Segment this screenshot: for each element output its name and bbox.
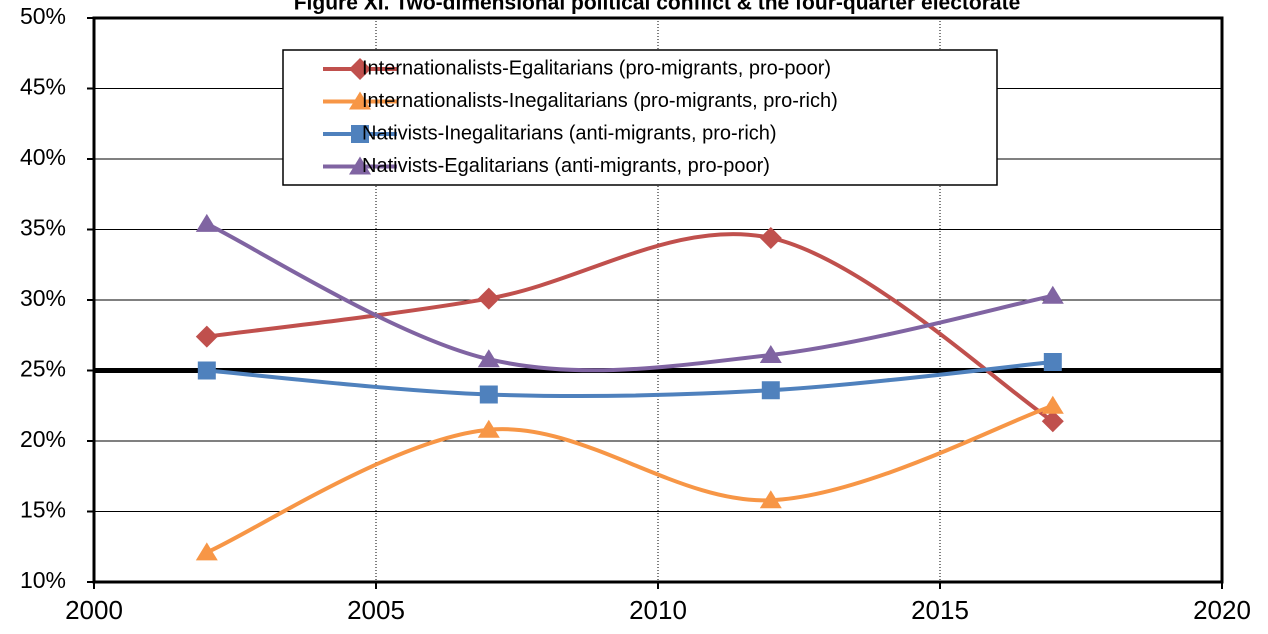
- series-line: [206, 360, 1053, 399]
- legend-label: Internationalists-Inegalitarians (pro-mi…: [362, 90, 838, 112]
- marker: [759, 344, 782, 363]
- marker: [195, 542, 218, 561]
- legend-label: Nativists-Egalitarians (anti-migrants, p…: [362, 155, 770, 177]
- marker: [195, 213, 218, 232]
- series-line: [205, 222, 1054, 373]
- y-tick-label: 50%: [20, 3, 66, 29]
- x-tick-label: 2010: [629, 595, 687, 625]
- marker: [1041, 410, 1064, 433]
- marker: [1041, 395, 1064, 414]
- marker: [349, 156, 371, 175]
- marker: [477, 349, 500, 368]
- marker: [759, 226, 782, 249]
- marker: [349, 91, 371, 110]
- marker: [195, 325, 218, 348]
- marker: [477, 287, 500, 310]
- y-tick-label: 20%: [20, 426, 66, 452]
- marker: [1043, 353, 1062, 372]
- legend: Internationalists-Egalitarians (pro-migr…: [282, 49, 998, 186]
- legend-label: Nativists-Inegalitarians (anti-migrants,…: [362, 122, 777, 144]
- marker: [1041, 285, 1064, 304]
- series-line: [206, 232, 1054, 423]
- marker: [761, 381, 780, 400]
- legend-box: [282, 49, 998, 186]
- plot-frame: [92, 16, 1224, 584]
- x-tick-label: 2000: [65, 595, 123, 625]
- marker: [479, 385, 498, 404]
- y-tick-label: 45%: [20, 74, 66, 100]
- marker: [477, 419, 500, 438]
- y-tick-label: 15%: [20, 497, 66, 523]
- marker: [197, 361, 216, 380]
- legend-label: Internationalists-Egalitarians (pro-migr…: [362, 57, 831, 79]
- x-tick-label: 2020: [1193, 595, 1251, 625]
- marker: [349, 58, 371, 80]
- y-tick-label: 25%: [20, 356, 66, 382]
- marker: [759, 490, 782, 509]
- y-tick-label: 30%: [20, 285, 66, 311]
- x-tick-label: 2015: [911, 595, 969, 625]
- x-tick-label: 2005: [347, 595, 405, 625]
- chart-title: Figure XI. Two-dimensional political con…: [294, 0, 1021, 15]
- marker: [351, 125, 369, 143]
- y-tick-label: 10%: [20, 567, 66, 593]
- series-line: [206, 403, 1054, 555]
- y-tick-label: 40%: [20, 144, 66, 170]
- y-tick-label: 35%: [20, 215, 66, 241]
